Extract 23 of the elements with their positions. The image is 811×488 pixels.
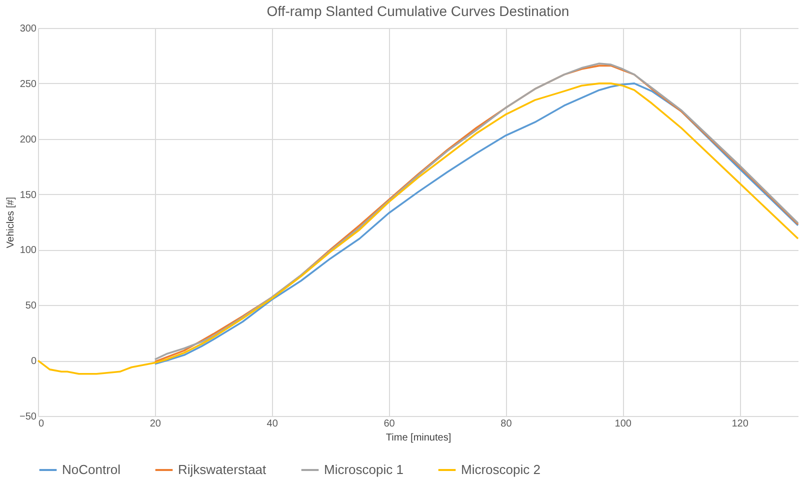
- legend-label: Microscopic 1: [324, 462, 404, 477]
- y-tick-label: 250: [20, 78, 37, 90]
- y-axis-title: Vehicles [#]: [6, 196, 17, 248]
- x-tick-label: 0: [38, 418, 44, 430]
- chart-title: Off-ramp Slanted Cumulative Curves Destination: [266, 3, 570, 19]
- x-tick-label: 20: [150, 418, 162, 430]
- y-tick-label: −50: [20, 412, 37, 422]
- y-tick-label: 150: [20, 190, 37, 201]
- y-tick-label: 50: [25, 300, 37, 312]
- legend-label: Rijkswaterstaat: [178, 462, 267, 477]
- x-tick-label: 60: [384, 418, 396, 430]
- y-tick-label: 300: [20, 24, 37, 34]
- y-tick-label: 100: [20, 245, 37, 256]
- y-tick-label: 200: [20, 134, 37, 146]
- y-tick-label: 0: [30, 356, 37, 368]
- x-tick-label: 40: [266, 418, 278, 430]
- legend-label: NoControl: [62, 462, 121, 477]
- x-tick-label: 80: [500, 418, 512, 430]
- x-tick-label: 100: [614, 418, 632, 430]
- legend-label: Microscopic 2: [461, 462, 540, 477]
- x-axis-title: Time [minutes]: [386, 432, 452, 444]
- line-series: [37, 82, 799, 375]
- x-tick-label: 120: [732, 418, 749, 430]
